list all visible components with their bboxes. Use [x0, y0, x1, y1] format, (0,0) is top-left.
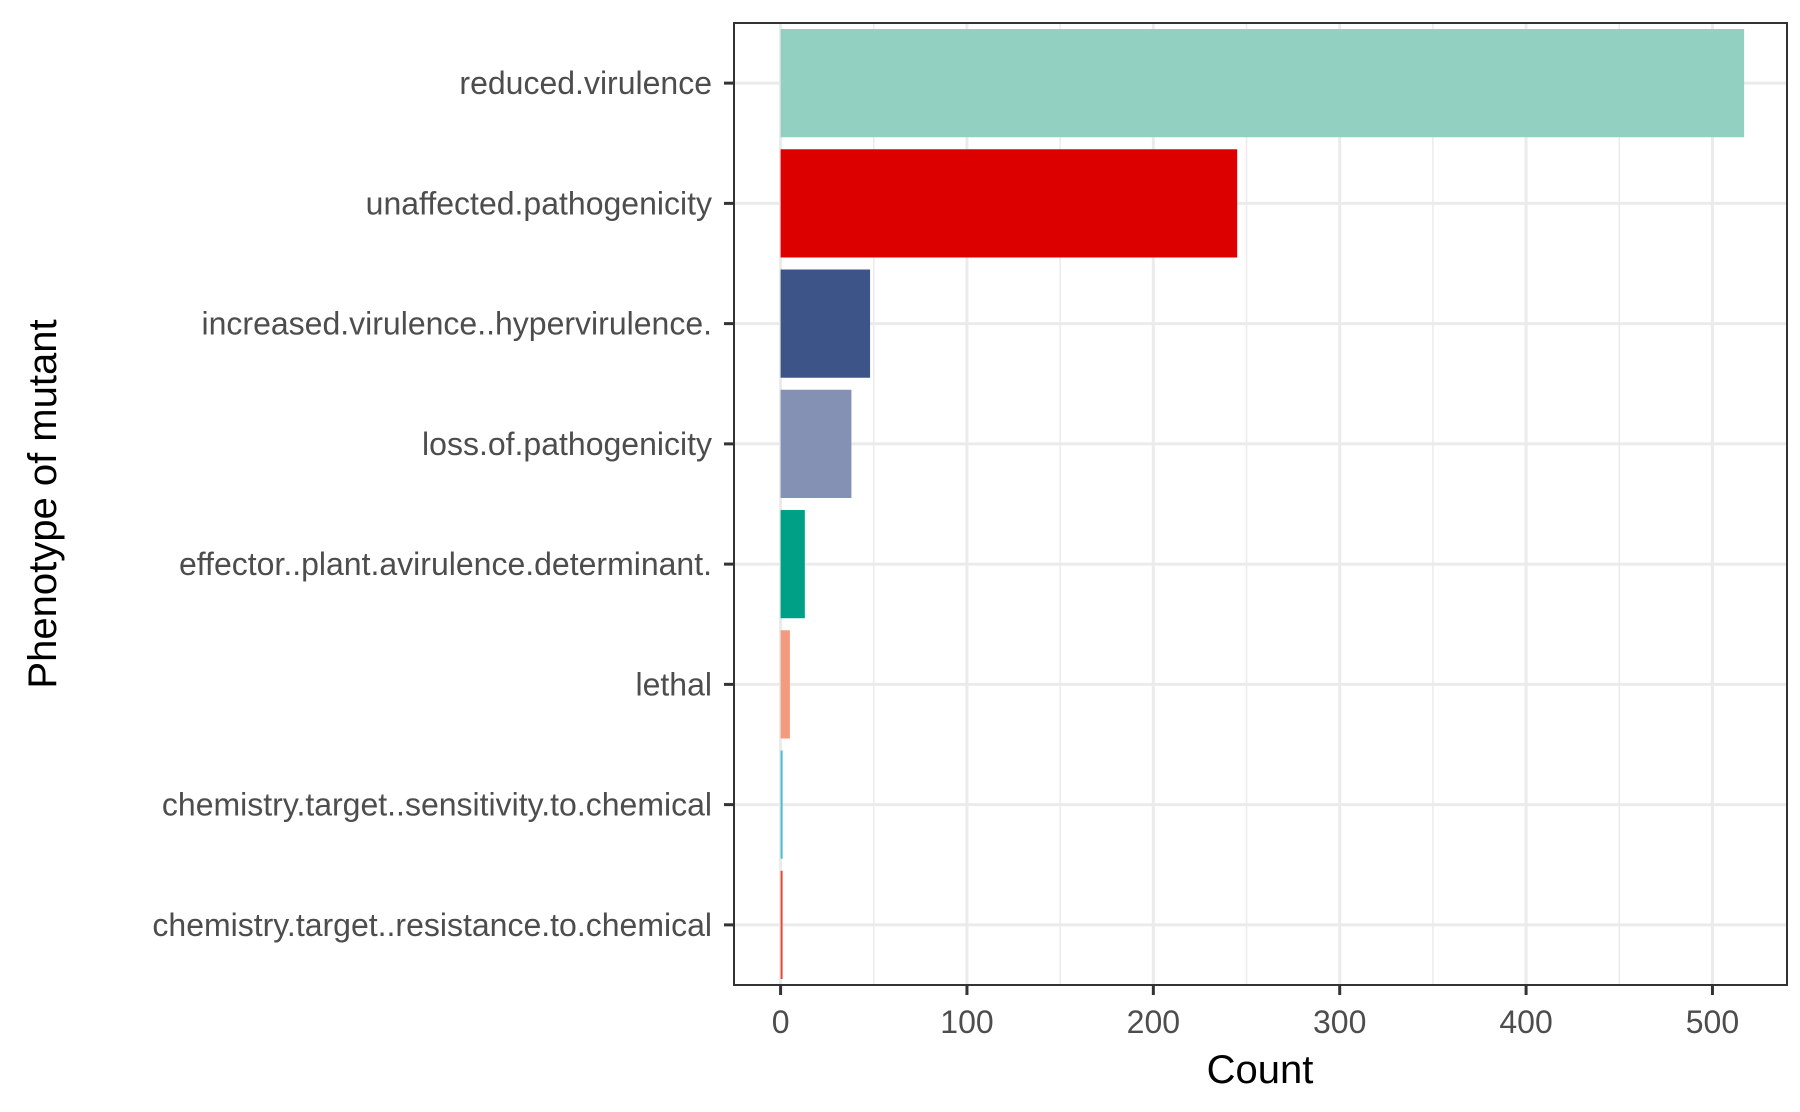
- bar-1: [780, 29, 1745, 138]
- y-tick-label: chemistry.target..sensitivity.to.chemica…: [162, 787, 712, 823]
- x-axis-title: Count: [1207, 1048, 1314, 1092]
- x-tick-label: 100: [940, 1004, 993, 1040]
- bars: [780, 29, 1745, 979]
- y-tick-label: reduced.virulence: [459, 65, 712, 101]
- y-tick-label: loss.of.pathogenicity: [422, 426, 712, 462]
- y-axis-title: Phenotype of mutant: [21, 319, 65, 688]
- axes: reduced.virulence unaffected.pathogenicit…: [152, 65, 1739, 1040]
- x-tick-label: 300: [1313, 1004, 1366, 1040]
- bar-5: [780, 510, 805, 619]
- y-tick-label: chemistry.target..resistance.to.chemical: [152, 907, 712, 943]
- plot-border: [733, 22, 1788, 986]
- x-tick-label: 400: [1499, 1004, 1552, 1040]
- bar-3: [780, 269, 871, 378]
- bar-4: [780, 389, 852, 498]
- y-tick-label: increased.virulence..hypervirulence.: [202, 306, 712, 342]
- bar-6: [780, 630, 790, 739]
- y-tick-label: unaffected.pathogenicity: [366, 185, 712, 221]
- bar-2: [780, 149, 1238, 258]
- bar-7: [780, 750, 783, 859]
- x-tick-label: 200: [1127, 1004, 1180, 1040]
- y-tick-label: lethal: [636, 666, 713, 702]
- x-tick-label: 500: [1686, 1004, 1739, 1040]
- x-tick-label: 0: [772, 1004, 790, 1040]
- y-tick-label: effector..plant.avirulence.determinant.: [179, 546, 712, 582]
- bar-8: [780, 870, 783, 979]
